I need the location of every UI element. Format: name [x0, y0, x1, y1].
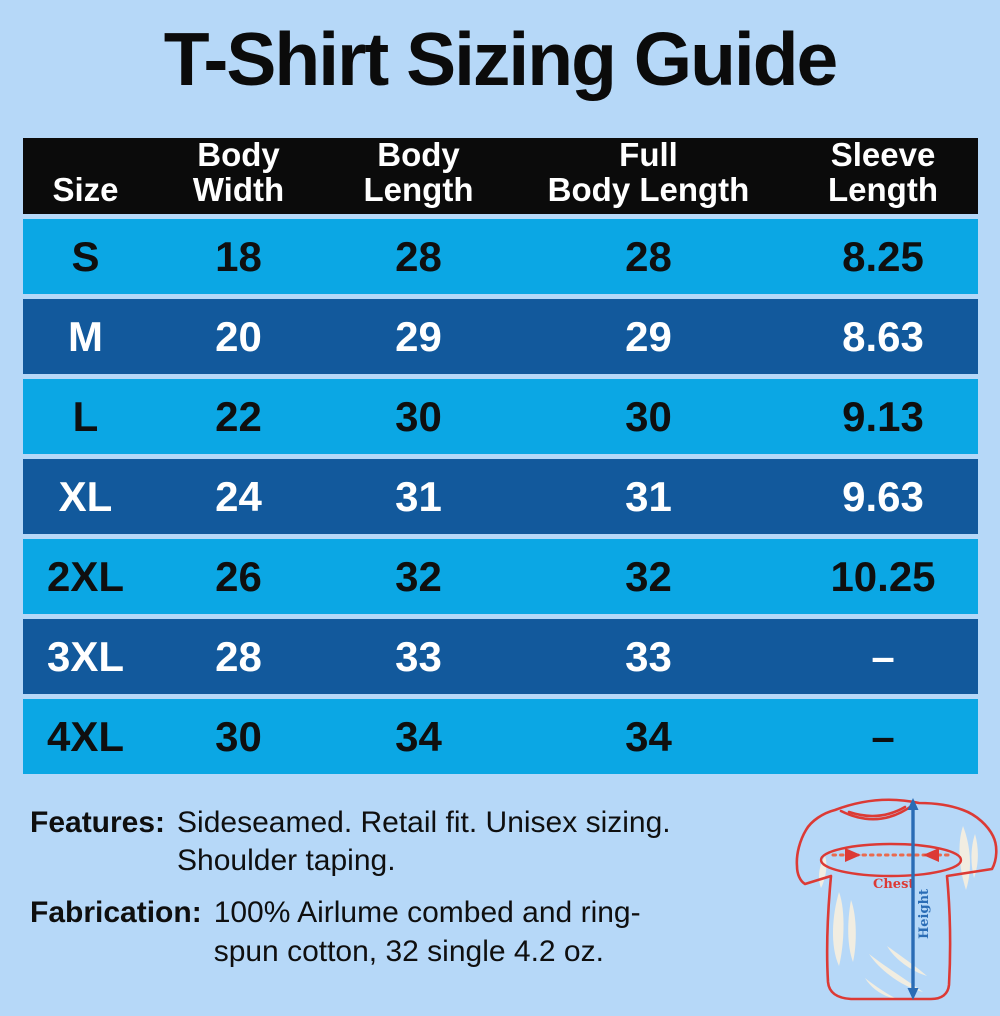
cell-sleeve-length: –: [871, 712, 895, 760]
header-line: Width: [192, 171, 285, 209]
tshirt-measurement-diagram: Chest Height: [795, 798, 998, 1001]
cell-body-width: 28: [215, 632, 262, 680]
cell-body-length: 31: [395, 472, 442, 520]
header-line: Length: [363, 171, 474, 209]
height-arrow-bottom: [907, 988, 919, 1000]
cell-sleeve-length: 10.25: [830, 552, 936, 600]
cell-body-length: 34: [395, 712, 442, 760]
column-header-sleeve-length: Sleeve Length: [789, 136, 978, 215]
table-row-m: M 20 29 29 8.63: [22, 299, 978, 375]
table-row-3xl: 3XL 28 33 33 –: [22, 619, 978, 695]
chest-label: Chest: [873, 877, 914, 892]
column-header-size: Size: [23, 138, 149, 215]
header-line: Length: [828, 171, 938, 209]
cell-sleeve-length: 9.13: [842, 392, 924, 440]
cell-sleeve-length: –: [871, 632, 895, 680]
cell-full-body-length: 30: [625, 392, 672, 440]
chest-arrow-left: [845, 848, 861, 862]
fabrication-text: 100% Airlume combed and ring-spun cotton…: [213, 896, 641, 968]
table-row-l: L 22 30 30 9.13: [22, 379, 978, 455]
chest-ellipse: [819, 842, 963, 878]
cell-size: XL: [58, 472, 113, 520]
cell-full-body-length: 32: [625, 552, 672, 600]
column-header-body-width: Body Width: [149, 136, 329, 215]
header-line: Body: [377, 136, 460, 174]
shirt-outline: [795, 798, 998, 1001]
table-row-2xl: 2XL 26 32 32 10.25: [22, 539, 978, 615]
fabrication-entry: Fabrication: 100% Airlume combed and rin…: [30, 894, 1000, 970]
cell-sleeve-length: 8.63: [842, 312, 924, 360]
cell-size: 3XL: [46, 632, 125, 680]
table-row-4xl: 4XL 30 34 34 –: [22, 699, 978, 775]
cell-body-length: 30: [395, 392, 442, 440]
features-text: Sideseamed. Retail fit. Unisex sizing. S…: [177, 806, 671, 878]
header-line: Body Length: [547, 171, 750, 209]
table-row-xl: XL 24 31 31 9.63: [22, 459, 978, 535]
height-measure: Height: [907, 798, 932, 1000]
cell-body-width: 24: [215, 472, 262, 520]
cell-body-width: 30: [215, 712, 262, 760]
header-line: Body: [197, 136, 280, 174]
cell-full-body-length: 29: [625, 312, 672, 360]
fabrication-label: Fabrication:: [30, 896, 202, 930]
cell-full-body-length: 34: [625, 712, 672, 760]
header-line: Sleeve: [830, 136, 936, 174]
column-header-full-body-length: Full Body Length: [509, 136, 789, 215]
header-line: Full: [619, 136, 678, 174]
cell-body-width: 22: [215, 392, 262, 440]
height-label: Height: [917, 889, 932, 939]
cell-size: 2XL: [46, 552, 125, 600]
features-label: Features:: [30, 806, 166, 840]
cell-body-length: 29: [395, 312, 442, 360]
cell-body-width: 20: [215, 312, 262, 360]
cell-size: S: [71, 232, 100, 280]
cell-full-body-length: 33: [625, 632, 672, 680]
cell-body-width: 18: [215, 232, 262, 280]
cell-full-body-length: 31: [625, 472, 672, 520]
chest-measure: Chest: [819, 842, 963, 892]
cell-body-length: 28: [395, 232, 442, 280]
info-section: Features: Sideseamed. Retail fit. Unisex…: [30, 804, 1000, 970]
cell-sleeve-length: 9.63: [842, 472, 924, 520]
features-entry: Features: Sideseamed. Retail fit. Unisex…: [30, 804, 1000, 880]
height-arrow-top: [907, 798, 919, 810]
cell-body-length: 33: [395, 632, 442, 680]
chest-arrow-right: [923, 848, 939, 862]
collar-band-line: [847, 805, 907, 818]
cell-full-body-length: 28: [625, 232, 672, 280]
cell-body-length: 32: [395, 552, 442, 600]
page-title: T-Shirt Sizing Guide: [163, 17, 839, 101]
table-row-s: S 18 28 28 8.25: [22, 219, 978, 295]
sizing-table: Size Body Width Body Length Full Body Le…: [22, 136, 978, 775]
collar-inner-line: [839, 803, 915, 821]
cell-size: 4XL: [46, 712, 125, 760]
cell-size: L: [72, 392, 99, 440]
column-header-body-length: Body Length: [329, 136, 509, 215]
cell-size: M: [68, 312, 103, 360]
cell-body-width: 26: [215, 552, 262, 600]
header-line: Size: [52, 171, 119, 209]
cell-sleeve-length: 8.25: [842, 232, 924, 280]
table-header-row: Size Body Width Body Length Full Body Le…: [22, 136, 978, 215]
